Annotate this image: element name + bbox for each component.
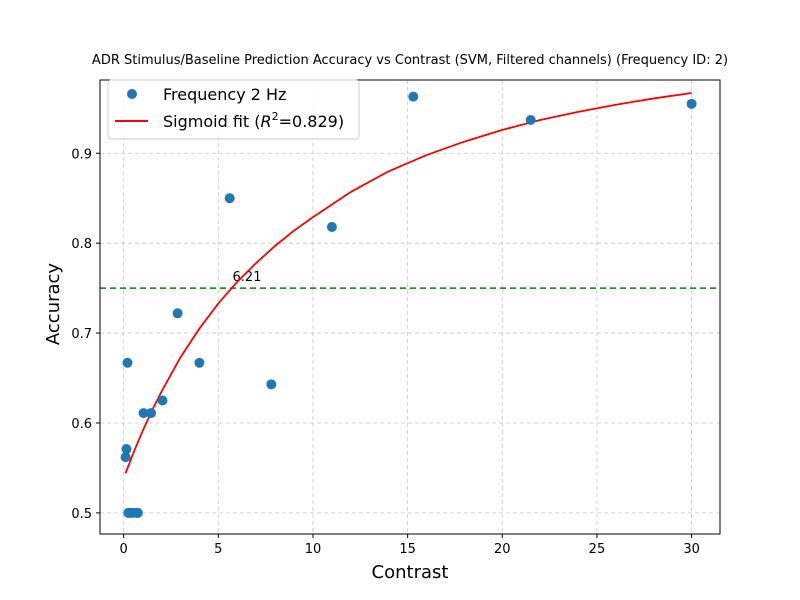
y-axis-title: Accuracy <box>43 263 64 346</box>
legend-box <box>107 79 360 140</box>
data-point <box>686 98 697 109</box>
y-tick-label: 0.9 <box>71 147 92 162</box>
data-point <box>122 357 133 368</box>
axis-ticks: 0 5 10 15 20 25 30 0.5 0.6 0.7 0.8 0.9 <box>71 147 700 557</box>
legend-fit-sup: 2 <box>272 110 279 123</box>
threshold-layer: 6.21 <box>100 270 720 289</box>
x-tick-label: 15 <box>399 542 416 557</box>
data-point <box>326 221 337 232</box>
data-point <box>121 444 132 455</box>
legend-marker-scatter <box>127 89 137 99</box>
data-point <box>525 115 536 126</box>
scatter-points <box>120 91 697 518</box>
x-axis-title: Contrast <box>372 562 449 583</box>
data-point <box>408 91 419 102</box>
threshold-label: 6.21 <box>233 270 262 285</box>
data-point <box>138 408 149 419</box>
y-tick-label: 0.8 <box>71 237 92 252</box>
chart-title: ADR Stimulus/Baseline Prediction Accurac… <box>92 53 728 68</box>
legend: Frequency 2 Hz Sigmoid fit (R2=0.829) <box>107 79 360 140</box>
legend-fit-suffix: =0.829) <box>279 112 344 131</box>
data-point <box>146 408 157 419</box>
data-point <box>172 308 183 319</box>
data-point <box>224 193 235 204</box>
legend-label-scatter: Frequency 2 Hz <box>163 85 286 104</box>
x-tick-label: 0 <box>120 542 128 557</box>
x-tick-label: 30 <box>683 542 700 557</box>
data-point <box>132 507 143 518</box>
data-point <box>194 357 205 368</box>
y-tick-label: 0.5 <box>71 507 92 522</box>
y-tick-label: 0.7 <box>71 327 92 342</box>
plot-frame <box>99 79 721 535</box>
data-point <box>266 379 277 390</box>
data-point <box>157 395 168 406</box>
legend-fit-r: R <box>261 112 272 131</box>
y-tick-label: 0.6 <box>71 417 92 432</box>
x-tick-label: 25 <box>589 542 606 557</box>
x-tick-label: 10 <box>305 542 322 557</box>
x-tick-label: 5 <box>214 542 222 557</box>
legend-fit-prefix: Sigmoid fit ( <box>163 112 261 131</box>
legend-label-fit: Sigmoid fit (R2=0.829) <box>163 110 344 131</box>
x-tick-label: 20 <box>494 542 511 557</box>
grid <box>100 80 720 534</box>
data-point <box>120 452 131 463</box>
